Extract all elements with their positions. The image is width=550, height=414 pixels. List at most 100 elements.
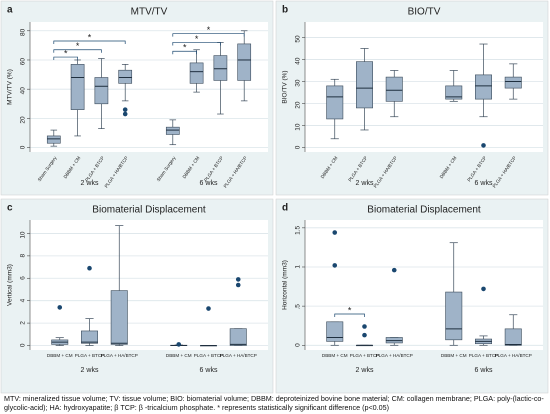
x-tick-label: PLGA + HA/BTCP xyxy=(101,353,138,358)
group-label: 2 wks xyxy=(81,367,99,374)
y-tick-label: 40 xyxy=(20,87,27,95)
y-axis-label: Vertical (mm3) xyxy=(7,264,14,306)
box xyxy=(385,76,403,102)
x-tick-label: PLGA + BTCP xyxy=(350,353,380,358)
caption: MTV: mineralized tissue volume; TV: tiss… xyxy=(4,394,544,412)
box xyxy=(213,55,228,81)
outlier xyxy=(235,282,241,288)
panel-label: b xyxy=(282,5,288,16)
group-label: 6 wks xyxy=(475,180,493,187)
box xyxy=(70,64,85,110)
group-label: 6 wks xyxy=(200,180,218,187)
outlier xyxy=(481,286,486,292)
outlier xyxy=(57,305,63,310)
y-tick-label: 10 xyxy=(20,231,27,239)
y-tick-label: 20 xyxy=(295,101,302,109)
y-tick-label: 0 xyxy=(295,343,302,347)
x-tick-label: PLGA + BTCP xyxy=(75,353,105,358)
y-axis-label: BIO/TV (%) xyxy=(282,70,289,103)
x-tick-label: DBBM + CM xyxy=(322,353,348,358)
y-tick-label: 50 xyxy=(295,35,302,43)
plot-area xyxy=(30,220,268,350)
significance-label: * xyxy=(64,48,68,58)
outlier xyxy=(481,143,486,148)
x-tick-label: DBBM + CM xyxy=(441,353,467,358)
outlier xyxy=(206,306,211,311)
y-tick-label: 80 xyxy=(20,28,27,36)
x-tick-label: DBBM + CM xyxy=(47,353,73,358)
box xyxy=(46,135,61,144)
significance-label: * xyxy=(207,25,211,35)
y-tick-label: 4 xyxy=(20,298,27,302)
y-tick-label: 1 xyxy=(295,265,302,269)
outlier xyxy=(235,277,241,282)
box xyxy=(445,85,463,100)
box xyxy=(189,62,204,84)
significance-bracket xyxy=(53,49,102,53)
significance-bracket xyxy=(172,50,197,55)
box xyxy=(504,328,522,346)
significance-label: * xyxy=(183,43,187,53)
group-label: 2 wks xyxy=(356,367,374,374)
plot-area xyxy=(305,220,543,350)
outlier xyxy=(362,332,367,338)
outlier xyxy=(362,324,367,329)
panel-label: a xyxy=(7,5,13,16)
y-axis-label: Horizontal (mm3) xyxy=(282,260,289,310)
group-label: 2 wks xyxy=(356,180,374,187)
y-tick-label: 20 xyxy=(20,116,27,124)
outlier xyxy=(332,263,338,268)
plot-area xyxy=(30,22,268,152)
box xyxy=(326,85,344,120)
y-tick-label: 1.5 xyxy=(295,225,302,234)
significance-bracket xyxy=(172,42,221,46)
significance-label: * xyxy=(76,41,80,51)
group-label: 2 wks xyxy=(81,180,99,187)
chart-title: BIO/TV xyxy=(408,7,441,18)
box xyxy=(326,321,344,342)
plot-area xyxy=(305,22,543,152)
box xyxy=(237,43,252,81)
y-tick-label: 60 xyxy=(20,58,27,66)
outlier xyxy=(391,267,397,273)
x-tick-label: DBBM + CM xyxy=(166,353,192,358)
y-tick-label: 8 xyxy=(20,253,27,257)
y-tick-label: 0 xyxy=(20,145,27,149)
y-tick-label: .5 xyxy=(295,304,302,310)
y-tick-label: 0 xyxy=(20,343,27,347)
box xyxy=(229,328,247,346)
x-tick-label: PLGA + HA/BTCP xyxy=(220,353,257,358)
box xyxy=(504,76,522,89)
y-tick-label: 30 xyxy=(295,79,302,87)
significance-bracket xyxy=(53,56,78,61)
box xyxy=(118,69,133,84)
chart-title: Biomaterial Displacement xyxy=(92,205,206,216)
box xyxy=(94,77,109,105)
panel-label: d xyxy=(282,203,288,214)
y-tick-label: 40 xyxy=(295,57,302,65)
box xyxy=(475,74,492,100)
box xyxy=(110,290,128,345)
chart-title: Biomaterial Displacement xyxy=(367,205,481,216)
outlier xyxy=(176,342,182,347)
x-tick-label: PLGA + HA/BTCP xyxy=(376,353,413,358)
group-label: 6 wks xyxy=(475,367,493,374)
x-tick-label: PLGA + BTCP xyxy=(194,353,224,358)
x-tick-label: PLGA + BTCP xyxy=(469,353,499,358)
significance-bracket xyxy=(334,313,365,317)
outlier xyxy=(332,230,338,235)
y-tick-label: 10 xyxy=(295,123,302,131)
significance-bracket xyxy=(172,33,245,37)
y-tick-label: 0 xyxy=(295,145,302,149)
y-tick-label: 2 xyxy=(20,321,27,325)
significance-bracket xyxy=(53,40,126,44)
y-tick-label: 6 xyxy=(20,276,27,280)
panel-label: c xyxy=(7,203,13,214)
box xyxy=(356,61,373,109)
significance-label: * xyxy=(195,34,199,44)
significance-label: * xyxy=(348,305,352,315)
significance-label: * xyxy=(88,32,92,42)
group-label: 6 wks xyxy=(200,367,218,374)
